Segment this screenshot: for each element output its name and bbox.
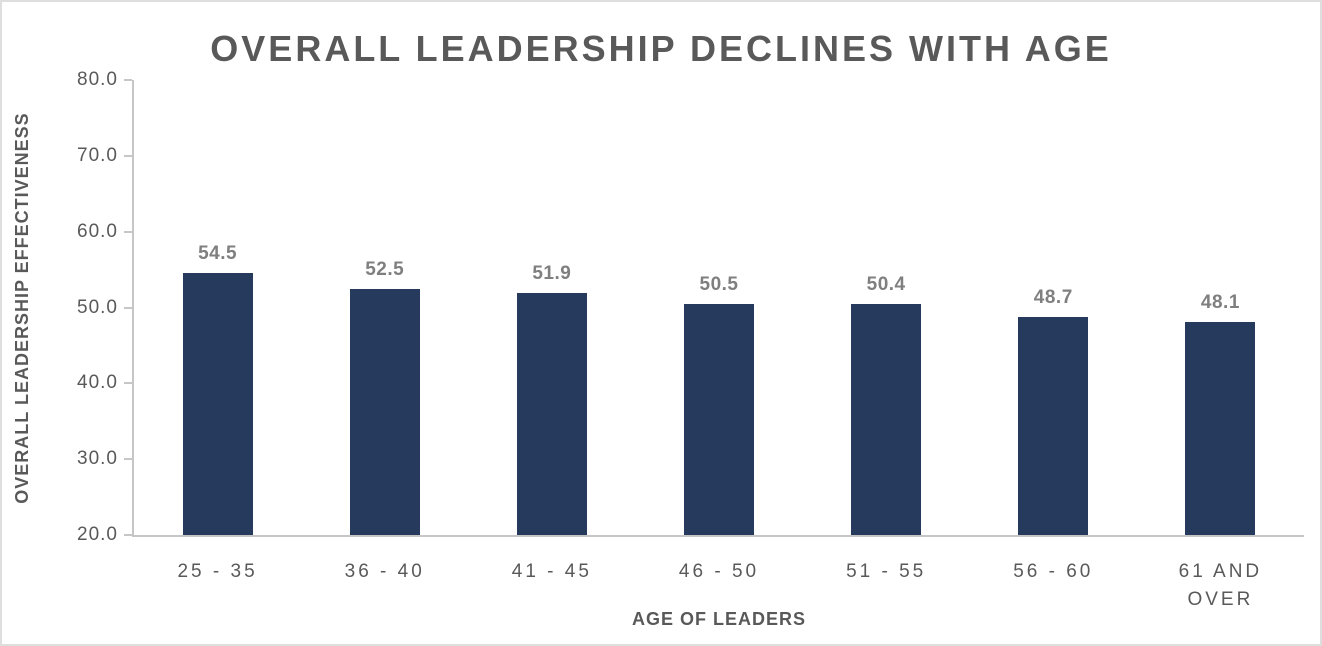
x-category-label: 56 - 60 [1013,561,1094,582]
bar [182,273,253,535]
x-category-label: 25 - 35 [177,561,258,582]
x-category-label: 46 - 50 [678,561,760,582]
bar-value-label: 50.4 [866,274,906,296]
y-axis-title: OVERALL LEADERSHIP EFFECTIVENESS [12,112,32,504]
y-tick-label: 30.0 [77,448,118,470]
x-category-label: 36 - 40 [344,561,425,582]
bar-value-label: 50.5 [699,273,739,295]
bar-value-label: 48.7 [1033,287,1073,309]
y-tick-mark [124,382,132,385]
y-tick-label: 40.0 [77,372,118,394]
bar-value-label: 48.1 [1200,291,1240,313]
x-category-label: 51 - 55 [846,561,927,582]
y-tick-mark [124,79,132,81]
y-axis-line [132,80,134,535]
y-tick-mark [124,534,132,536]
bar [349,288,420,535]
bar-value-label: 51.9 [532,263,572,285]
y-tick-label: 60.0 [77,220,118,242]
y-tick-mark [124,306,132,309]
bar [1185,321,1256,535]
y-tick-mark [124,230,132,233]
y-tick-label: 70.0 [77,144,118,166]
bar [684,303,754,535]
y-tick-mark [124,154,132,157]
y-tick-mark [124,458,132,461]
x-category-label: 41 - 45 [511,561,592,582]
x-axis-title: AGE OF LEADERS [631,609,806,629]
bar-value-label: 54.5 [198,243,238,265]
bar-value-label: 52.5 [365,258,405,280]
chart-title: OVERALL LEADERSHIP DECLINES WITH AGE [210,28,1112,69]
x-axis-line [132,535,1304,537]
x-category-label: 61 AND OVER [1178,561,1263,610]
bar [851,304,922,535]
y-tick-label: 50.0 [77,296,118,318]
y-tick-label: 20.0 [77,524,118,545]
bar [1018,317,1089,535]
bar [516,293,587,535]
y-tick-label: 80.0 [77,69,118,90]
